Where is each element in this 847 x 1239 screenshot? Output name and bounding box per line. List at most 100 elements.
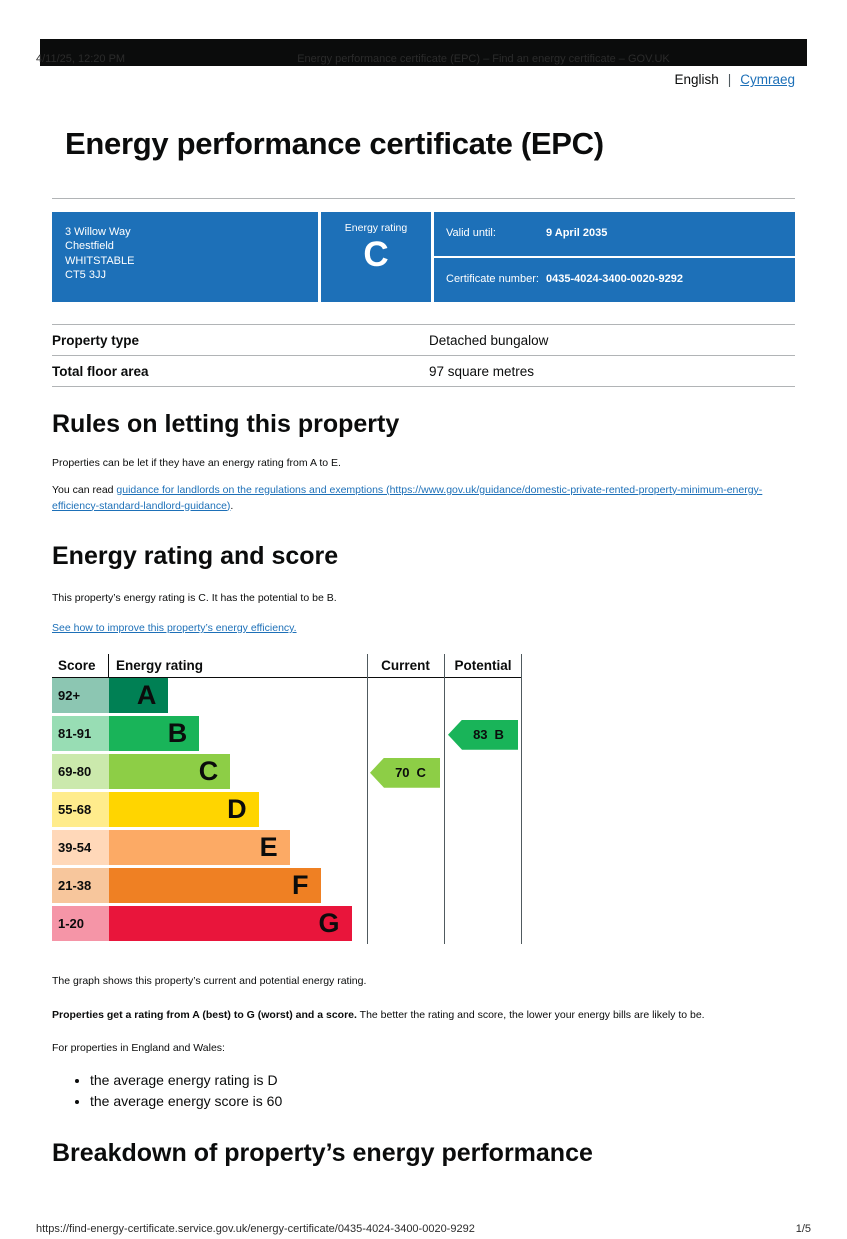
improve-paragraph: See how to improve this property’s energ… [52,621,795,637]
rating-rule-rest: The better the rating and score, the low… [356,1008,705,1021]
property-row: Property type Detached bungalow [52,324,795,355]
average-list-item: the average energy rating is D [90,1071,795,1090]
guidance-suffix: . [230,499,234,512]
chart-header-row: Score Energy rating Current Potential [52,653,522,678]
averages-list: the average energy rating is D the averag… [90,1071,795,1111]
address-line: WHITSTABLE [65,254,135,267]
potential-rating-arrow: 83 B [448,719,518,750]
chart-column-divider [444,653,445,944]
property-address: 3 Willow Way Chestfield WHITSTABLE CT5 3JJ [52,212,318,302]
current-rating-arrow-letter: C [416,765,426,781]
band-row-F: 21-38 F [52,867,522,906]
property-details-table: Property type Detached bungalow Total floo… [52,324,795,387]
title-divider [52,198,795,199]
improve-efficiency-link[interactable]: See how to improve this property’s energ… [52,622,297,634]
band-row-D: 55-68 D [52,791,522,830]
current-rating-arrow-score: 70 [395,765,410,781]
rules-heading: Rules on letting this property [52,410,400,438]
average-list-item: the average energy score is 60 [90,1092,795,1111]
property-row-value: 97 square metres [429,363,535,379]
language-switcher: English | Cymraeg [52,72,795,90]
energy-rating-panel: Energy rating C [321,212,431,302]
energy-rating-heading: Energy rating and score [52,542,339,571]
band-bar-F: F [109,867,321,903]
band-bar-wrap: E [109,829,367,865]
footer-url: https://find-energy-certificate.service.… [36,1223,475,1235]
address-line: 3 Willow Way [65,226,131,238]
chart-header-rating: Energy rating [116,657,204,673]
certificate-number-value: 0435-4024-3400-0020-9292 [546,273,684,286]
band-bar-A: A [109,677,169,713]
footer-page-number: 1/5 [795,1223,811,1235]
band-bar-wrap: G [109,905,367,941]
chart-column-divider [521,653,522,944]
band-bar-wrap: D [109,791,367,827]
main-content: Energy performance certificate (EPC) 3 W… [52,126,795,1168]
print-header: 4/11/25, 12:20 PM Energy performance cer… [36,53,811,65]
band-bar-C: C [109,753,231,789]
rating-rule-bold: Properties get a rating from A (best) to… [52,1008,357,1021]
certificate-number-label: Certificate number: [446,273,539,286]
band-bar-B: B [109,715,200,751]
band-score: 55-68 [52,791,109,827]
page-title: Energy performance certificate (EPC) [65,126,604,161]
language-english: English [674,72,719,87]
energy-rating-label: Energy rating [344,222,408,234]
energy-rating-chart: Score Energy rating Current Potential 92+ A 81… [52,653,522,944]
language-separator: | [727,72,732,87]
band-bar-E: E [109,829,290,865]
graph-explanation: The graph shows this property’s current … [52,974,367,987]
rules-paragraph: Properties can be let if they have an en… [52,457,341,469]
band-row-G: 1-20 G [52,905,522,944]
property-row-label: Property type [52,332,140,348]
band-score: 1-20 [52,905,109,941]
band-score: 81-91 [52,715,109,751]
chart-header-potential: Potential [454,657,512,673]
band-bar-wrap: C [109,753,367,789]
valid-until-label: Valid until: [446,227,496,240]
band-bar-D: D [109,791,259,827]
chart-header-score: Score [52,653,109,677]
band-score: 39-54 [52,829,109,865]
chart-column-divider [367,653,368,944]
england-wales-paragraph: For properties in England and Wales: [52,1042,225,1055]
band-row-A: 92+ A [52,677,522,716]
language-cymraeg-link[interactable]: Cymraeg [740,72,795,87]
valid-until-value: 9 April 2035 [546,227,608,240]
certificate-summary-box: 3 Willow Way Chestfield WHITSTABLE CT5 3JJ … [52,212,795,302]
band-score: 21-38 [52,867,109,903]
band-score: 92+ [52,677,109,713]
band-row-E: 39-54 E [52,829,522,868]
address-line: CT5 3JJ [65,268,106,281]
band-bar-wrap: A [109,677,367,713]
print-footer: https://find-energy-certificate.service.… [36,1223,811,1235]
landlord-guidance-link[interactable]: guidance for landlords on the regulation… [52,483,763,512]
rating-rule-paragraph: Properties get a rating from A (best) to… [52,1008,795,1024]
band-score: 69-80 [52,753,109,789]
band-row-C: 69-80 C [52,753,522,792]
property-row: Total floor area 97 square metres [52,355,795,386]
band-bar-wrap: F [109,867,367,903]
current-rating-arrow: 70 C [370,757,440,788]
chart-header-current: Current [381,657,430,673]
rules-guidance-paragraph: You can read guidance for landlords on t… [52,483,795,515]
potential-rating-arrow-score: 83 [473,727,488,743]
breakdown-heading: Breakdown of property’s energy performan… [52,1138,593,1167]
print-timestamp: 4/11/25, 12:20 PM [36,53,126,65]
property-row-value: Detached bungalow [429,332,549,348]
chart-band-rows: 92+ A 81-91 B 69-80 C 55-68 D 39-54 E 21-38 F 1-20 G [52,677,522,944]
print-doc-title: Energy performance certificate (EPC) – F… [297,53,670,65]
energy-rating-value: C [363,235,389,274]
guidance-prefix: You can read [52,483,117,496]
band-bar-wrap: B [109,715,367,751]
valid-until-row: Valid until: 9 April 2035 [434,212,795,256]
band-row-B: 81-91 B [52,715,522,754]
certificate-number-row: Certificate number: 0435-4024-3400-0020-… [434,258,795,302]
govuk-header-bar [40,39,807,66]
band-bar-G: G [109,905,352,941]
address-line: Chestfield [65,240,114,253]
potential-rating-arrow-letter: B [494,727,504,743]
property-row-label: Total floor area [52,363,149,379]
energy-rating-intro: This property’s energy rating is C. It h… [52,592,337,605]
certificate-meta: Valid until: 9 April 2035 Certificate nu… [434,212,795,302]
